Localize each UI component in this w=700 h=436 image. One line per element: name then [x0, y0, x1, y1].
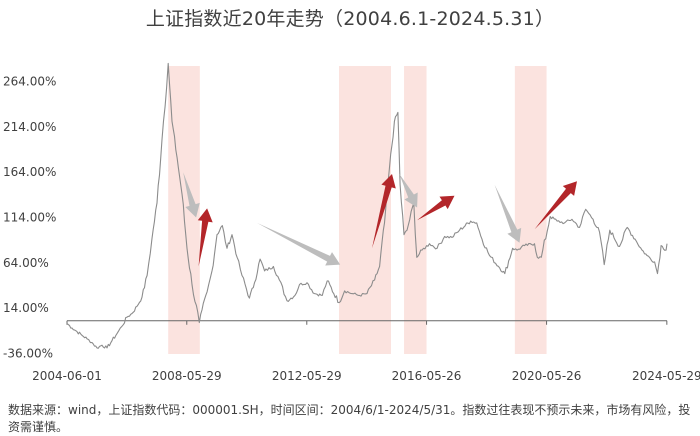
y-tick-label: 14.00%: [3, 301, 49, 315]
y-tick-label: 64.00%: [3, 256, 49, 270]
y-tick-label: -36.00%: [3, 346, 53, 360]
source-note: 数据来源：wind，上证指数代码：000001.SH，时间区间：2004/6/1…: [8, 403, 691, 434]
y-axis-ticks: -36.00% 14.00% 64.00% 114.00% 164.00% 214.00%…: [3, 75, 56, 361]
trend-arrows: [183, 172, 577, 267]
y-tick-label: 264.00%: [3, 75, 56, 89]
y-tick-label: 164.00%: [3, 165, 56, 179]
x-tick-label: 2004-06-01: [32, 369, 102, 383]
down-arrow-1: [183, 172, 200, 218]
down-arrow-5: [399, 174, 418, 208]
x-tick-label: 2012-05-29: [272, 369, 342, 383]
down-arrow-3: [257, 222, 341, 266]
shaded-periods: [168, 66, 547, 354]
y-tick-label: 214.00%: [3, 120, 56, 134]
y-tick-label: 114.00%: [3, 210, 56, 224]
x-tick-label: 2024-05-29: [632, 369, 700, 383]
chart-title: 上证指数近20年走势（2004.6.1-2024.5.31）: [145, 8, 555, 30]
up-arrow-4: [372, 174, 396, 249]
line-chart: -36.00% 14.00% 64.00% 114.00% 164.00% 214.00%…: [3, 62, 700, 383]
x-tick-label: 2008-05-29: [152, 369, 222, 383]
x-axis-ticks: 2004-06-01 2008-05-29 2012-05-29 2016-05-26…: [32, 320, 700, 383]
up-arrow-8: [534, 181, 577, 230]
shaded-period-4: [514, 66, 547, 354]
shaded-period-3: [404, 66, 427, 354]
down-arrow-7: [494, 184, 522, 243]
up-arrow-2: [197, 208, 213, 267]
x-tick-label: 2016-05-26: [392, 369, 462, 383]
series-line-1: [66, 62, 668, 349]
series-group: [66, 62, 668, 349]
x-tick-label: 2020-05-26: [512, 369, 582, 383]
up-arrow-6: [417, 195, 455, 221]
